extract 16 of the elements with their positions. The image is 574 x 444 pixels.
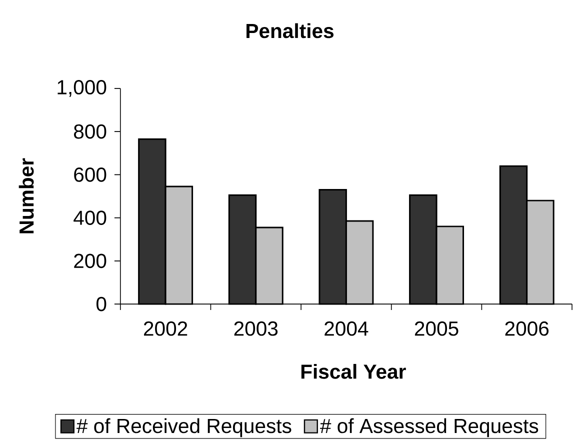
chart-title: Penalties <box>246 23 334 38</box>
x-tick-label: 2002 <box>144 322 188 336</box>
y-tick-label: 0 <box>96 297 106 312</box>
y-tick-label: 200 <box>74 254 106 268</box>
x-tick-label: 2004 <box>324 322 368 336</box>
y-tick-label: 1,000 <box>58 80 106 97</box>
legend-label: # of Received Requests <box>76 418 292 438</box>
y-axis-title: Number <box>18 158 34 234</box>
y-tick-label: 800 <box>74 124 106 139</box>
y-tick-label: 600 <box>74 168 106 182</box>
x-tick-label: 2003 <box>234 322 278 336</box>
x-tick-label: 2006 <box>505 322 549 336</box>
x-axis-title: Fiscal Year <box>301 364 406 380</box>
legend-label: # of Assessed Requests <box>320 418 538 438</box>
x-tick-label: 2005 <box>414 322 458 336</box>
y-tick-label: 400 <box>74 210 106 226</box>
